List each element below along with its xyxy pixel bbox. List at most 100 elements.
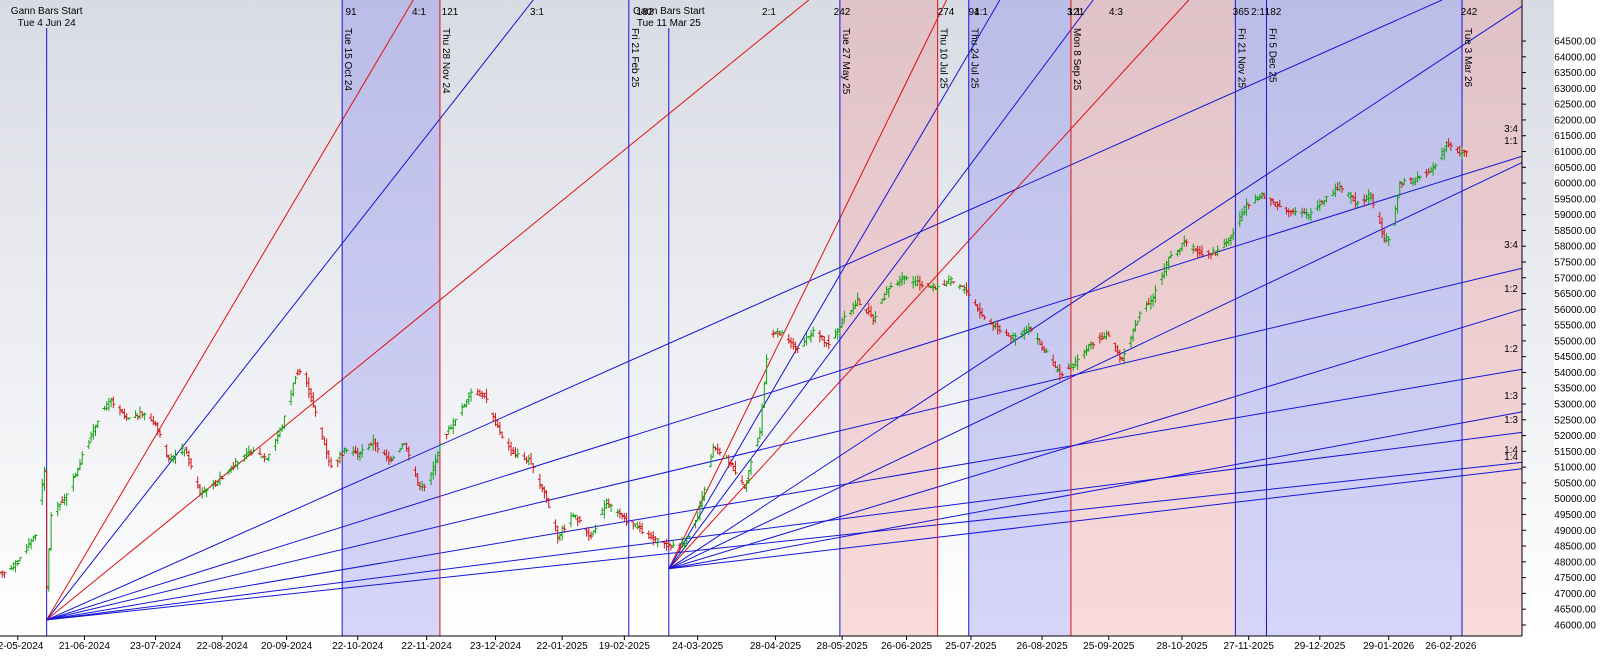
candle-102: [313, 406, 318, 417]
price-candles: [0, 138, 1469, 592]
candle-9: [26, 538, 31, 549]
gann-fan-line-4: [46, 155, 1523, 621]
price-tick-label-37: 64500.00: [1554, 37, 1596, 48]
candle-32: [95, 420, 100, 429]
candle-174: [540, 484, 545, 493]
ratio-label-right-4: 1:2: [1504, 344, 1518, 355]
candle-376: [1166, 256, 1171, 271]
candle-280: [868, 305, 873, 318]
candle-311: [964, 282, 969, 296]
candle-275: [853, 300, 858, 309]
candle-202: [624, 512, 629, 526]
candle-159: [493, 413, 498, 427]
candle-194: [602, 500, 607, 519]
candle-384: [1193, 248, 1198, 252]
candle-444: [1380, 217, 1385, 238]
candle-462: [1433, 163, 1438, 170]
candle-178: [553, 519, 558, 532]
candle-15: [44, 470, 49, 591]
gann-fan-line-14: [668, 162, 1523, 570]
candle-188: [584, 527, 589, 537]
price-tick-label-18: 55000.00: [1554, 336, 1596, 347]
candle-289: [897, 275, 902, 287]
candle-314: [975, 303, 980, 312]
candle-109: [337, 451, 342, 464]
candle-464: [1442, 148, 1447, 161]
candle-42: [126, 417, 131, 421]
candle-50: [153, 421, 158, 427]
candle-23: [71, 473, 76, 492]
candle-386: [1197, 246, 1202, 257]
candle-231: [715, 443, 720, 455]
price-tick-label-2: 47000.00: [1554, 589, 1596, 600]
ratio-label-right-0: 3:4: [1504, 124, 1518, 135]
candle-392: [1215, 245, 1220, 257]
candle-55: [169, 453, 174, 461]
candle-262: [811, 326, 816, 337]
candle-450: [1397, 180, 1402, 197]
date-tick-label-10: 24-03-2025: [672, 641, 724, 652]
candle-391: [1213, 252, 1218, 256]
candle-360: [1117, 349, 1122, 363]
candle-370: [1148, 295, 1153, 310]
candle-192: [593, 524, 598, 534]
candle-446: [1384, 232, 1389, 243]
price-tick-label-28: 60000.00: [1554, 179, 1596, 190]
gann-fan-line-8: [46, 461, 1523, 621]
candle-315: [977, 302, 982, 319]
candle-28: [86, 440, 91, 449]
candle-352: [1091, 342, 1096, 350]
candle-82: [251, 446, 256, 454]
gann-start-label-1: Gann Bars Start: [633, 6, 705, 17]
candle-222: [686, 535, 691, 538]
candle-57: [173, 450, 178, 465]
gann-fan-line-11: [668, 0, 1001, 570]
candle-84: [260, 456, 265, 459]
price-tick-label-32: 62000.00: [1554, 115, 1596, 126]
gann-fan-line-17: [668, 468, 1523, 570]
price-tick-label-30: 61000.00: [1554, 147, 1596, 158]
candle-393: [1222, 238, 1227, 249]
gann-start-label-0: Gann Bars Start: [11, 6, 83, 17]
candle-420: [1304, 208, 1309, 219]
gann-fan-line-16: [668, 411, 1523, 570]
candle-470: [1460, 146, 1465, 160]
candle-166: [513, 447, 518, 458]
candle-1: [0, 570, 5, 578]
candle-372: [1153, 285, 1158, 303]
candle-199: [617, 508, 622, 519]
candle-148: [460, 403, 465, 416]
candle-70: [215, 481, 220, 487]
date-tick-label-12: 28-05-2025: [817, 641, 869, 652]
candle-250: [775, 327, 780, 338]
candle-310: [962, 284, 967, 294]
price-tick-label-5: 48500.00: [1554, 542, 1596, 553]
candle-407: [1262, 192, 1267, 200]
price-tick-label-21: 56500.00: [1554, 289, 1596, 300]
candle-206: [637, 521, 642, 533]
ratio-label-right-1: 1:1: [1504, 136, 1518, 147]
candle-167: [515, 448, 520, 459]
candle-362: [1122, 348, 1127, 365]
candle-274: [851, 302, 856, 315]
candle-226: [700, 491, 705, 510]
candle-195: [604, 498, 609, 509]
price-tick-label-23: 57500.00: [1554, 257, 1596, 268]
candle-207: [640, 522, 645, 535]
candle-246: [762, 381, 767, 409]
candle-97: [297, 368, 302, 375]
candle-157: [484, 388, 489, 403]
date-tick-label-2: 23-07-2024: [130, 641, 182, 652]
candle-177: [546, 498, 551, 509]
price-tick-label-29: 60500.00: [1554, 163, 1596, 174]
candle-111: [342, 447, 347, 455]
candle-323: [1004, 329, 1009, 336]
candle-77: [235, 460, 240, 470]
price-tick-label-22: 57000.00: [1554, 273, 1596, 284]
candle-442: [1371, 193, 1376, 209]
ratio-label-top-0: 4:1: [412, 7, 426, 18]
candle-152: [469, 388, 474, 402]
price-tick-label-12: 52000.00: [1554, 431, 1596, 442]
ratio-label-right-2: 3:4: [1504, 240, 1518, 251]
